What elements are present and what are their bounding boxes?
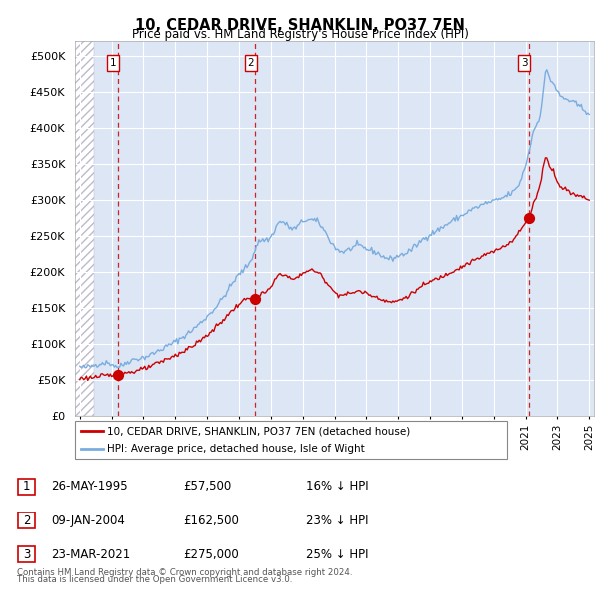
Text: 23% ↓ HPI: 23% ↓ HPI [306, 514, 368, 527]
Text: Price paid vs. HM Land Registry's House Price Index (HPI): Price paid vs. HM Land Registry's House … [131, 28, 469, 41]
Text: Contains HM Land Registry data © Crown copyright and database right 2024.: Contains HM Land Registry data © Crown c… [17, 568, 352, 577]
Text: 2: 2 [23, 514, 30, 527]
Text: 3: 3 [521, 58, 527, 68]
Text: This data is licensed under the Open Government Licence v3.0.: This data is licensed under the Open Gov… [17, 575, 292, 584]
Text: 25% ↓ HPI: 25% ↓ HPI [306, 548, 368, 560]
Text: £162,500: £162,500 [183, 514, 239, 527]
Text: HPI: Average price, detached house, Isle of Wight: HPI: Average price, detached house, Isle… [107, 444, 365, 454]
Text: 10, CEDAR DRIVE, SHANKLIN, PO37 7EN (detached house): 10, CEDAR DRIVE, SHANKLIN, PO37 7EN (det… [107, 427, 410, 437]
Text: 26-MAY-1995: 26-MAY-1995 [51, 480, 128, 493]
Point [113, 370, 122, 379]
Text: £57,500: £57,500 [183, 480, 231, 493]
Point [524, 213, 534, 222]
Text: 23-MAR-2021: 23-MAR-2021 [51, 548, 130, 560]
Point [251, 294, 260, 304]
Text: 1: 1 [23, 480, 30, 493]
Text: 16% ↓ HPI: 16% ↓ HPI [306, 480, 368, 493]
Text: 10, CEDAR DRIVE, SHANKLIN, PO37 7EN: 10, CEDAR DRIVE, SHANKLIN, PO37 7EN [135, 18, 465, 32]
Text: 09-JAN-2004: 09-JAN-2004 [51, 514, 125, 527]
Text: £275,000: £275,000 [183, 548, 239, 560]
Text: 3: 3 [23, 548, 30, 560]
Text: 2: 2 [247, 58, 254, 68]
Text: 1: 1 [110, 58, 116, 68]
